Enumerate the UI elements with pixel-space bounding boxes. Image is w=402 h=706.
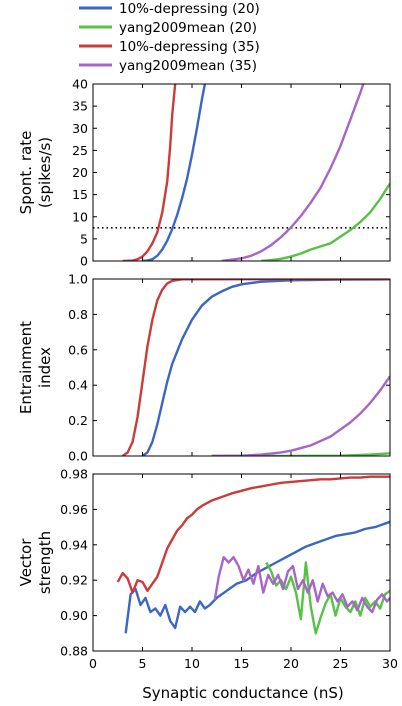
legend-entry: 10%-depressing (20) bbox=[79, 1, 260, 17]
y-tick-label: 0.0 bbox=[68, 449, 88, 464]
y-tick-label: 35 bbox=[72, 99, 88, 114]
legend-entry: yang2009mean (20) bbox=[79, 20, 257, 36]
legend: 10%-depressing (20) yang2009mean (20) 10%-… bbox=[79, 1, 260, 74]
x-axis-label: Synaptic conductance (nS) bbox=[142, 684, 343, 702]
legend-entry: yang2009mean (35) bbox=[79, 58, 257, 74]
legend-label: yang2009mean (20) bbox=[119, 20, 257, 36]
x-tick-label: 10 bbox=[184, 656, 200, 671]
y-tick-label: 10 bbox=[72, 209, 88, 224]
x-tick-label: 20 bbox=[283, 656, 299, 671]
x-tick-label: 0 bbox=[89, 656, 97, 671]
series-line-3 bbox=[122, 279, 390, 456]
series-line-3 bbox=[116, 475, 390, 594]
y-tick-label: 5 bbox=[80, 231, 88, 246]
series-line-4 bbox=[213, 555, 390, 614]
x-tick-label: 25 bbox=[333, 656, 349, 671]
panels: 0 5 10 15 20 25 30 35 40 Spont. rate (spikes/s) 0.0… bbox=[17, 77, 398, 672]
series-line-1 bbox=[142, 84, 207, 261]
y-axis-label: index bbox=[36, 347, 54, 388]
y-tick-label: 15 bbox=[72, 187, 88, 202]
chart-panel-2: 0.0 0.2 0.4 0.6 0.8 1.0 Entrainment index bbox=[17, 272, 391, 464]
y-tick-label: 0.98 bbox=[60, 467, 88, 482]
y-tick-label: 30 bbox=[72, 121, 88, 136]
y-tick-label: 0.6 bbox=[68, 342, 88, 357]
y-axis-label: strength bbox=[36, 531, 54, 594]
y-tick-label: 1.0 bbox=[68, 272, 88, 287]
y-axis-label: Vector bbox=[17, 538, 35, 587]
y-axis-label: (spikes/s) bbox=[36, 137, 54, 208]
series-line-2 bbox=[265, 561, 390, 635]
series-line-2 bbox=[261, 182, 390, 261]
y-tick-label: 40 bbox=[72, 77, 88, 92]
y-tick-label: 0.92 bbox=[60, 573, 88, 588]
series-line-4 bbox=[211, 375, 390, 456]
chart-panel-1: 0 5 10 15 20 25 30 35 40 Spont. rate (spikes/s) bbox=[17, 77, 391, 269]
y-tick-label: 0.2 bbox=[68, 413, 88, 428]
chart-panel-3: 0.88 0.90 0.92 0.94 0.96 0.98 0 5 10 15 20 25 30 Vect… bbox=[17, 467, 398, 672]
series-line-1 bbox=[124, 520, 390, 634]
legend-label: yang2009mean (35) bbox=[119, 58, 257, 74]
plot-frame bbox=[92, 473, 391, 652]
y-tick-label: 0.8 bbox=[68, 307, 88, 322]
y-tick-label: 0.96 bbox=[60, 502, 88, 517]
y-tick-label: 0.4 bbox=[68, 378, 88, 393]
plot-frame bbox=[92, 278, 391, 457]
legend-label: 10%-depressing (20) bbox=[119, 1, 260, 17]
legend-label: 10%-depressing (35) bbox=[119, 39, 260, 55]
x-tick-label: 30 bbox=[382, 656, 398, 671]
series-line-1 bbox=[141, 279, 390, 456]
legend-entry: 10%-depressing (35) bbox=[79, 39, 260, 55]
y-axis-label: Spont. rate bbox=[17, 131, 35, 215]
y-tick-label: 25 bbox=[72, 143, 88, 158]
y-tick-label: 0.88 bbox=[60, 644, 88, 659]
series-line-3 bbox=[122, 84, 177, 261]
y-tick-label: 20 bbox=[72, 165, 88, 180]
y-tick-label: 0.90 bbox=[60, 608, 88, 623]
x-tick-label: 5 bbox=[139, 656, 147, 671]
x-tick-label: 15 bbox=[234, 656, 250, 671]
series-line-4 bbox=[221, 84, 365, 261]
y-tick-label: 0 bbox=[80, 254, 88, 269]
y-axis-label: Entrainment bbox=[17, 321, 35, 414]
y-tick-label: 0.94 bbox=[60, 537, 88, 552]
